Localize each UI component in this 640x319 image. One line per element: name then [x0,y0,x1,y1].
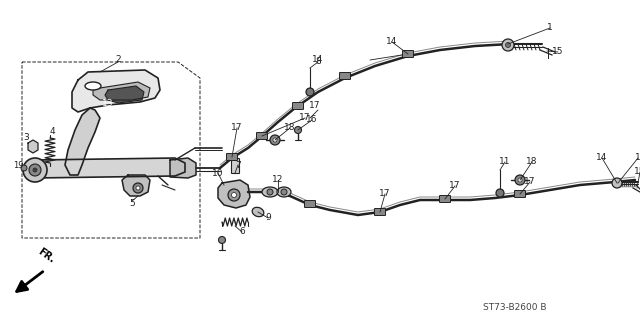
Circle shape [281,189,287,195]
Text: 14: 14 [387,38,397,47]
Polygon shape [28,140,38,153]
Text: 12: 12 [272,175,284,184]
FancyBboxPatch shape [515,190,525,197]
Circle shape [136,186,140,190]
Text: 18: 18 [526,158,538,167]
Circle shape [270,135,280,145]
FancyBboxPatch shape [403,50,413,57]
Text: 17: 17 [309,101,321,110]
Text: 3: 3 [23,133,29,143]
Circle shape [232,192,237,197]
Text: 17: 17 [380,189,391,198]
Circle shape [496,189,504,197]
Circle shape [612,178,622,188]
Polygon shape [170,158,196,178]
Text: 17: 17 [300,114,311,122]
FancyBboxPatch shape [374,209,385,216]
Text: 8: 8 [315,57,321,66]
Ellipse shape [85,82,101,90]
Circle shape [306,88,314,96]
Polygon shape [122,175,150,196]
Circle shape [506,42,511,48]
FancyBboxPatch shape [292,102,303,109]
Circle shape [218,236,225,243]
Polygon shape [105,86,144,103]
Polygon shape [93,82,150,100]
Text: 7: 7 [235,160,241,169]
Text: 15: 15 [634,167,640,176]
Text: 14: 14 [312,56,324,64]
Ellipse shape [277,187,291,197]
Circle shape [515,175,525,185]
Polygon shape [65,108,100,175]
FancyBboxPatch shape [440,196,451,203]
Text: 11: 11 [499,158,511,167]
Circle shape [502,39,514,51]
Circle shape [228,189,240,201]
Text: 18: 18 [284,123,296,132]
Text: 14: 14 [596,153,608,162]
Circle shape [267,189,273,195]
Text: 6: 6 [239,227,245,236]
FancyBboxPatch shape [232,159,239,174]
Circle shape [21,165,27,171]
Text: 17: 17 [449,182,461,190]
Text: 9: 9 [265,213,271,222]
Text: 17: 17 [524,177,536,187]
Text: FR.: FR. [36,247,56,265]
Polygon shape [28,158,185,178]
Text: 5: 5 [129,198,135,207]
Text: 16: 16 [307,115,317,124]
Text: 17: 17 [231,123,243,132]
Ellipse shape [262,187,278,197]
Text: 19: 19 [13,160,23,169]
Circle shape [29,164,41,176]
Polygon shape [218,180,250,208]
FancyBboxPatch shape [257,132,268,139]
FancyBboxPatch shape [339,72,351,79]
Text: 15: 15 [552,48,564,56]
FancyBboxPatch shape [305,201,316,207]
Circle shape [33,168,37,172]
Text: 1: 1 [635,153,640,162]
Text: ST73-B2600 B: ST73-B2600 B [483,303,547,313]
Text: 13: 13 [102,99,114,108]
Ellipse shape [252,207,264,217]
FancyBboxPatch shape [227,153,237,160]
Circle shape [273,138,277,142]
Text: 1: 1 [547,24,553,33]
Circle shape [518,178,522,182]
Polygon shape [72,70,160,112]
Circle shape [23,158,47,182]
Text: 4: 4 [49,128,55,137]
Circle shape [294,127,301,133]
Text: 2: 2 [115,56,121,64]
Text: 10: 10 [212,168,224,177]
Circle shape [133,183,143,193]
